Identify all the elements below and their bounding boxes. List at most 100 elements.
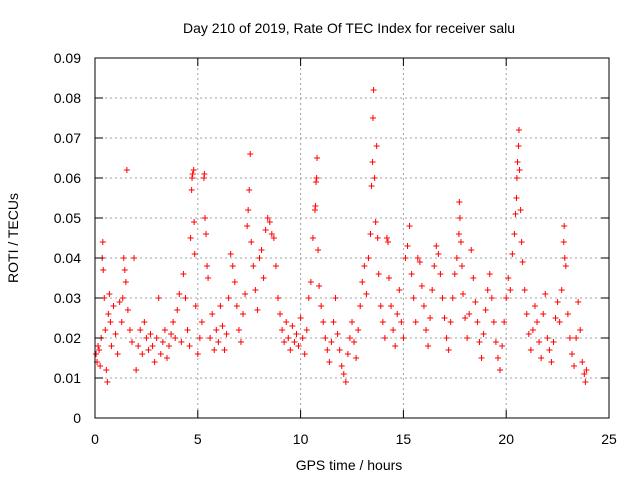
data-point [441, 315, 448, 321]
data-point [521, 287, 528, 293]
data-point [187, 235, 194, 241]
data-point [227, 251, 234, 257]
data-point [281, 339, 288, 345]
data-point [517, 207, 524, 213]
data-point [247, 151, 254, 157]
data-point [170, 319, 177, 325]
plot-frame [94, 57, 610, 419]
data-point [93, 351, 100, 357]
data-point [174, 307, 181, 313]
data-point [420, 303, 427, 309]
data-point [124, 307, 131, 313]
y-tick-label: 0.03 [54, 290, 81, 306]
data-point [268, 231, 275, 237]
data-point [118, 319, 125, 325]
data-point [114, 351, 121, 357]
data-point [509, 251, 516, 257]
data-point [262, 227, 269, 233]
data-point [277, 311, 284, 317]
data-point [453, 255, 460, 261]
data-point [474, 319, 481, 325]
data-point [231, 279, 238, 285]
data-point [556, 319, 563, 325]
x-axis-label: GPS time / hours [296, 457, 403, 473]
data-point [412, 319, 419, 325]
data-point [315, 247, 322, 253]
data-point [460, 291, 467, 297]
data-point [476, 339, 483, 345]
y-tick-label: 0.06 [54, 170, 81, 186]
data-point [223, 331, 230, 337]
data-point [501, 319, 508, 325]
data-point [351, 339, 358, 345]
data-point [488, 295, 495, 301]
data-point [172, 335, 179, 341]
y-tick-label: 0.02 [54, 330, 81, 346]
data-point [242, 291, 249, 297]
data-point [303, 327, 310, 333]
data-point [511, 231, 518, 237]
data-point [367, 231, 374, 237]
data-point [573, 335, 580, 341]
data-point [213, 327, 220, 333]
y-tick-labels: 0 0.01 0.02 0.03 0.04 0.05 0.06 0.07 0.08 0.09 [54, 50, 81, 426]
data-point [425, 343, 432, 349]
data-point [370, 87, 377, 93]
data-point [342, 379, 349, 385]
data-point [120, 255, 127, 261]
data-point [96, 347, 103, 353]
data-point [289, 323, 296, 329]
data-point [515, 143, 522, 149]
data-point [141, 319, 148, 325]
y-axis-label: ROTI / TECUs [5, 193, 21, 283]
data-point [102, 327, 109, 333]
data-point [180, 271, 187, 277]
data-point [492, 339, 499, 345]
data-point [189, 175, 196, 181]
data-point [191, 219, 198, 225]
data-point [95, 343, 102, 349]
data-point [344, 351, 351, 357]
data-point [435, 251, 442, 257]
data-point [531, 303, 538, 309]
data-point [149, 343, 156, 349]
data-point [245, 207, 252, 213]
data-point [145, 347, 152, 353]
data-point [379, 319, 386, 325]
data-point [153, 335, 160, 341]
data-point [295, 343, 302, 349]
data-point [503, 295, 510, 301]
data-point [196, 335, 203, 341]
data-point [137, 327, 144, 333]
data-point [505, 275, 512, 281]
data-point [392, 343, 399, 349]
data-point [561, 255, 568, 261]
data-point [550, 339, 557, 345]
data-point [449, 295, 456, 301]
data-point [235, 327, 242, 333]
data-point [291, 339, 298, 345]
data-point [307, 279, 314, 285]
data-point [301, 351, 308, 357]
data-point [507, 287, 514, 293]
data-point [256, 255, 263, 261]
data-point [336, 347, 343, 353]
data-point [431, 263, 438, 269]
data-point [110, 303, 117, 309]
data-point [451, 271, 458, 277]
data-point [525, 331, 532, 337]
data-point [264, 215, 271, 221]
data-point [361, 263, 368, 269]
data-point [513, 175, 520, 181]
data-point [176, 291, 183, 297]
data-point [353, 355, 360, 361]
data-point [372, 219, 379, 225]
x-tick-label: 0 [91, 431, 99, 447]
data-point [103, 367, 110, 373]
data-point [313, 179, 320, 185]
data-point [121, 267, 128, 273]
data-point [143, 335, 150, 341]
data-point [203, 231, 210, 237]
data-point [497, 367, 504, 373]
data-point [316, 283, 323, 289]
